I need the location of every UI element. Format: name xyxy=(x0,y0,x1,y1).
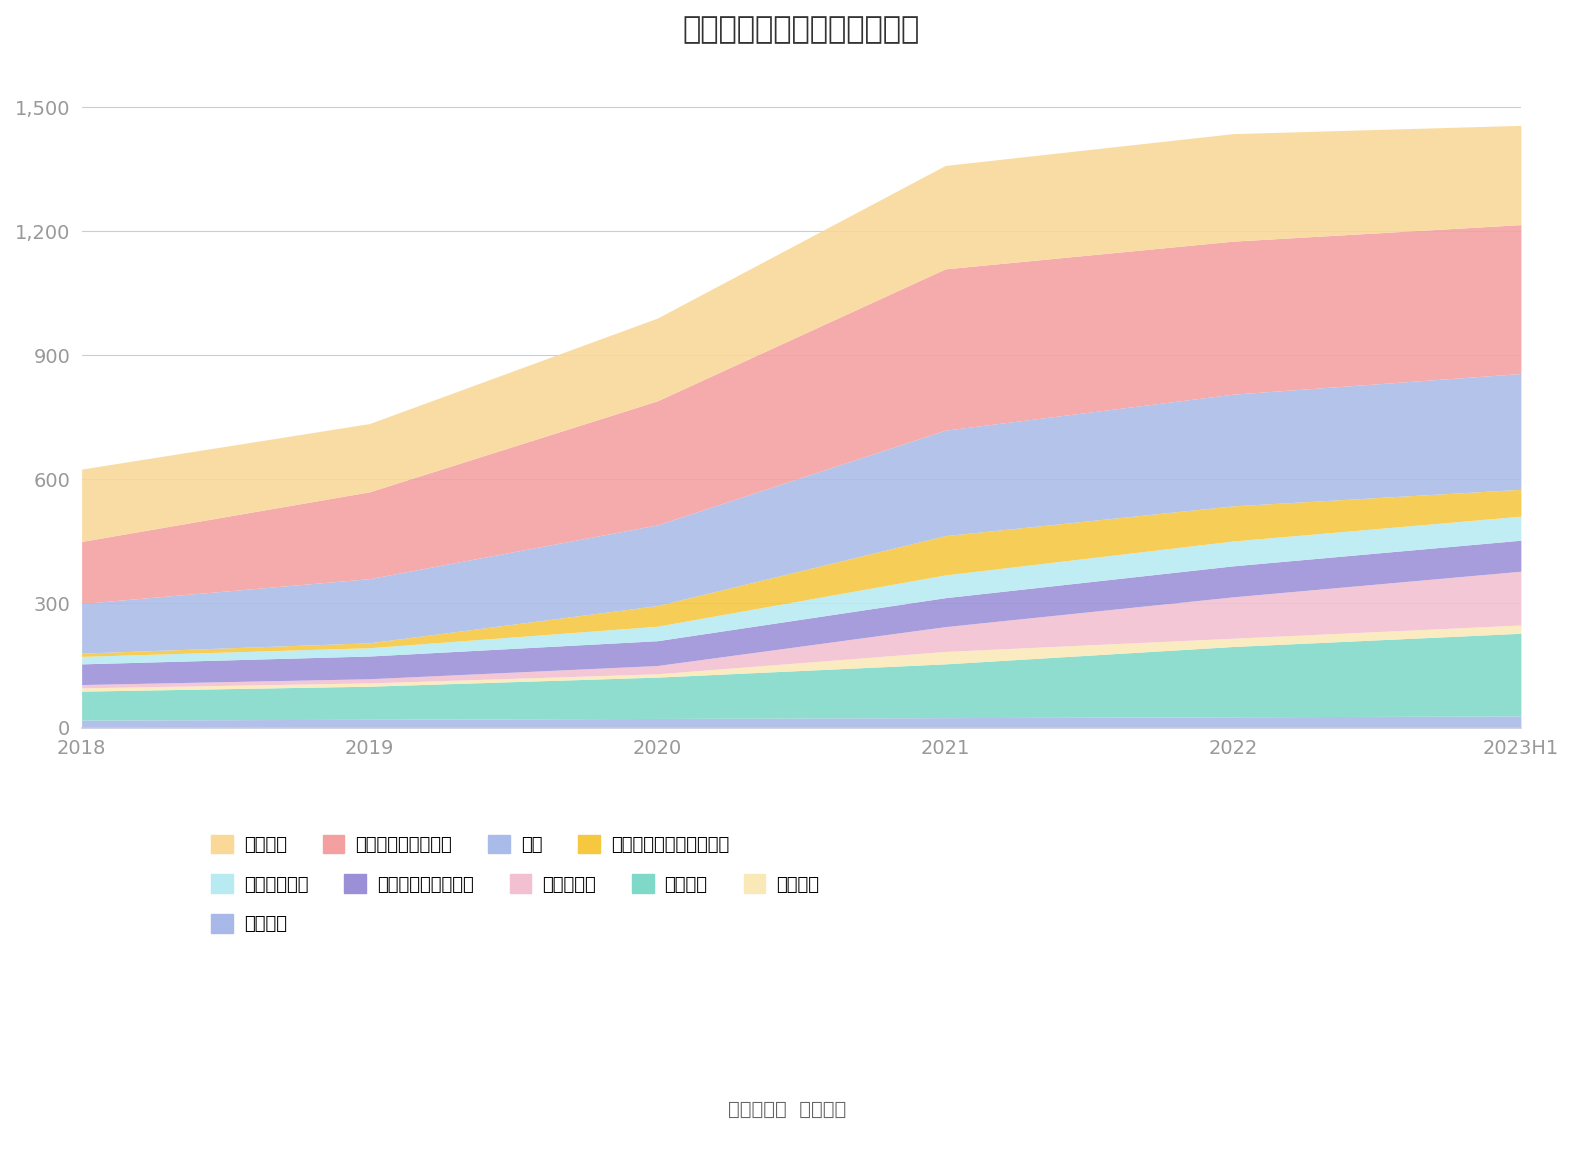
Text: 数据来源：  恒生聚源: 数据来源： 恒生聚源 xyxy=(727,1101,847,1119)
Title: 历年主要资产堆积图（亿元）: 历年主要资产堆积图（亿元） xyxy=(683,15,919,44)
Legend: 无形资产: 无形资产 xyxy=(206,908,293,938)
